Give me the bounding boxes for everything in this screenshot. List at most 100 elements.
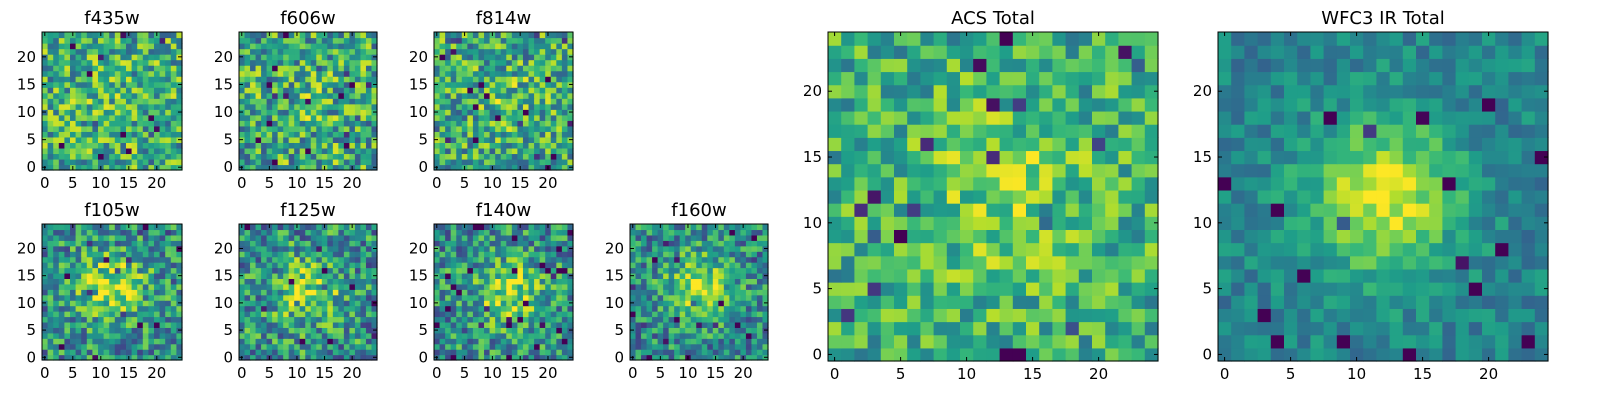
heatmap-cell: [283, 343, 290, 350]
heatmap-cell: [305, 59, 312, 66]
heatmap-cell: [696, 262, 703, 269]
heatmap-cell: [294, 98, 301, 105]
x-tick-label: 5: [68, 364, 78, 382]
heatmap-cell: [450, 92, 457, 99]
heatmap-cell: [266, 305, 273, 312]
heatmap-cell: [103, 48, 110, 55]
heatmap-cell: [159, 103, 166, 110]
heatmap-cell: [360, 289, 367, 296]
heatmap-cell: [1065, 163, 1080, 178]
heatmap-cell: [338, 251, 345, 258]
heatmap-cell: [534, 114, 541, 121]
heatmap-cell: [907, 321, 921, 336]
heatmap-cell: [142, 109, 149, 116]
heatmap-cell: [154, 256, 161, 263]
heatmap-cell: [103, 142, 110, 149]
heatmap-cell: [75, 43, 82, 50]
heatmap-cell: [114, 262, 121, 269]
heatmap-cell: [456, 103, 463, 110]
heatmap-cell: [310, 37, 317, 44]
heatmap-cell: [53, 251, 60, 258]
heatmap-cell: [550, 87, 557, 94]
heatmap-cell: [92, 136, 99, 143]
heatmap-cell: [176, 37, 183, 44]
heatmap-cell: [316, 229, 323, 236]
heatmap-cell: [1105, 229, 1119, 244]
heatmap-cell: [165, 109, 172, 116]
heatmap-cell: [103, 327, 110, 334]
heatmap-cell: [47, 224, 54, 231]
heatmap-cell: [250, 229, 257, 236]
heatmap-cell: [58, 158, 65, 166]
heatmap-cell: [250, 294, 257, 301]
heatmap-cell: [707, 354, 714, 361]
heatmap-cell: [109, 81, 116, 88]
heatmap-cell: [762, 278, 769, 285]
heatmap-cell: [109, 272, 116, 279]
heatmap-cell: [272, 251, 279, 258]
heatmap-cell: [53, 240, 60, 247]
heatmap-cell: [75, 153, 82, 160]
heatmap-cell: [489, 229, 496, 236]
heatmap-cell: [64, 103, 71, 110]
heatmap-cell: [360, 158, 367, 166]
heatmap-cell: [58, 120, 65, 127]
heatmap-cell: [327, 245, 334, 252]
heatmap-cell: [255, 54, 262, 61]
heatmap-cell: [321, 311, 328, 318]
x-tick-label: 0: [237, 364, 247, 382]
heatmap-cell: [137, 43, 144, 50]
heatmap-cell: [98, 349, 105, 356]
heatmap-cell: [86, 131, 93, 138]
heatmap-cell: [550, 153, 557, 160]
heatmap-cell: [729, 272, 736, 279]
heatmap-cell: [103, 136, 110, 143]
heatmap-cell: [120, 267, 127, 274]
heatmap-cell: [635, 272, 642, 279]
heatmap-cell: [973, 321, 987, 336]
heatmap-cell: [946, 347, 961, 362]
heatmap-cell: [986, 176, 1001, 191]
heatmap-cell: [467, 158, 474, 166]
heatmap-cell: [64, 234, 71, 241]
heatmap-cell: [288, 142, 295, 149]
heatmap-cell: [434, 289, 441, 296]
heatmap-cell: [472, 87, 480, 94]
heatmap-cell: [456, 332, 463, 339]
heatmap-cell: [539, 70, 546, 77]
heatmap-cell: [176, 234, 183, 241]
heatmap-cell: [299, 354, 306, 361]
heatmap-cell: [511, 76, 518, 83]
heatmap-cell: [114, 114, 121, 121]
heatmap-cell: [450, 283, 457, 290]
heatmap-cell: [332, 76, 339, 83]
heatmap-cell: [734, 327, 741, 334]
heatmap-cell: [288, 289, 295, 296]
heatmap-cell: [58, 114, 65, 121]
heatmap-cell: [154, 240, 161, 247]
heatmap-cell: [641, 349, 648, 356]
heatmap-cell: [685, 338, 692, 345]
heatmap-cell: [283, 98, 290, 105]
heatmap-cell: [170, 311, 177, 318]
heatmap-cell: [349, 349, 356, 356]
heatmap-cell: [657, 283, 664, 290]
heatmap-cell: [489, 240, 496, 247]
heatmap-cell: [321, 92, 328, 99]
heatmap-cell: [142, 153, 149, 160]
heatmap-cell: [1065, 268, 1080, 283]
heatmap-cell: [165, 316, 172, 323]
heatmap-cell: [70, 153, 77, 160]
heatmap-cell: [86, 136, 93, 143]
heatmap-cell: [528, 224, 535, 231]
heatmap-cell: [701, 321, 708, 328]
heatmap-cell: [556, 289, 563, 296]
panel-title: f814w: [476, 8, 531, 29]
panel-title: f125w: [280, 200, 335, 221]
heatmap-cell: [244, 164, 251, 171]
heatmap-cell: [261, 76, 268, 83]
heatmap-cell: [165, 267, 172, 274]
heatmap-cell: [1012, 321, 1027, 336]
heatmap-cell: [109, 240, 116, 247]
heatmap-cell: [170, 224, 177, 231]
